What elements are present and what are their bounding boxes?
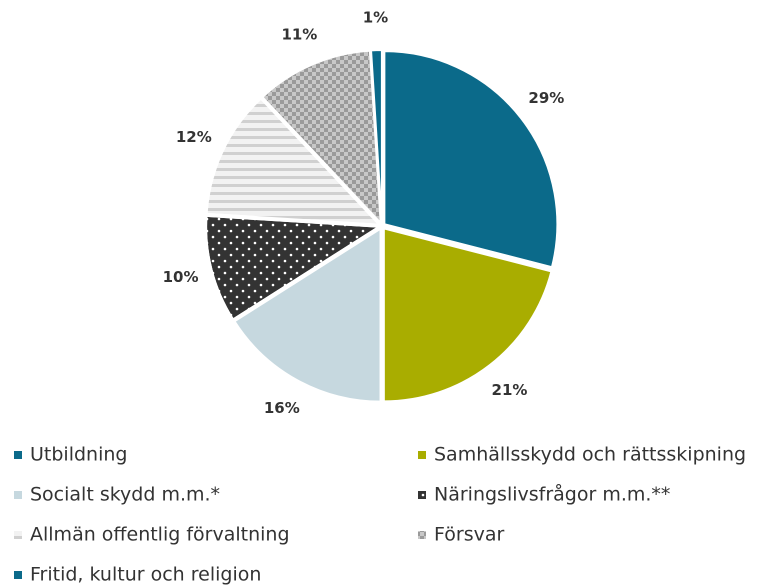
slice-pattern	[205, 214, 383, 321]
legend-label: Allmän offentlig förvaltning	[30, 524, 290, 546]
data-label: 10%	[163, 268, 199, 286]
legend-swatch	[14, 451, 22, 459]
legend-label: Fritid, kultur och religion	[30, 564, 261, 586]
pie-slice	[233, 226, 382, 403]
legend-swatch-pattern	[14, 531, 22, 539]
legend-label: Utbildning	[30, 444, 127, 466]
data-label: 16%	[264, 399, 300, 417]
legend-label: Socialt skydd m.m.*	[30, 484, 220, 506]
data-label: 12%	[176, 128, 212, 146]
pie-slice	[383, 50, 559, 269]
legend-swatch-pattern	[418, 491, 426, 499]
legend-swatch-pattern	[418, 531, 426, 539]
pie-slice	[369, 49, 383, 224]
slice-pattern	[205, 97, 382, 226]
legend-swatch	[418, 451, 426, 459]
legend-label: Samhällsskydd och rättsskipning	[434, 444, 746, 466]
pie-slice	[382, 227, 553, 403]
legend-label: Näringslivsfrågor m.m.**	[434, 483, 670, 506]
legend-label: Försvar	[434, 524, 504, 546]
legend-swatch	[14, 491, 22, 499]
data-label: 29%	[528, 89, 564, 107]
data-label: 21%	[492, 381, 528, 399]
data-label: 1%	[363, 9, 388, 27]
slice-pattern	[260, 49, 382, 226]
legend-swatch	[14, 571, 22, 579]
data-label: 11%	[281, 26, 317, 44]
